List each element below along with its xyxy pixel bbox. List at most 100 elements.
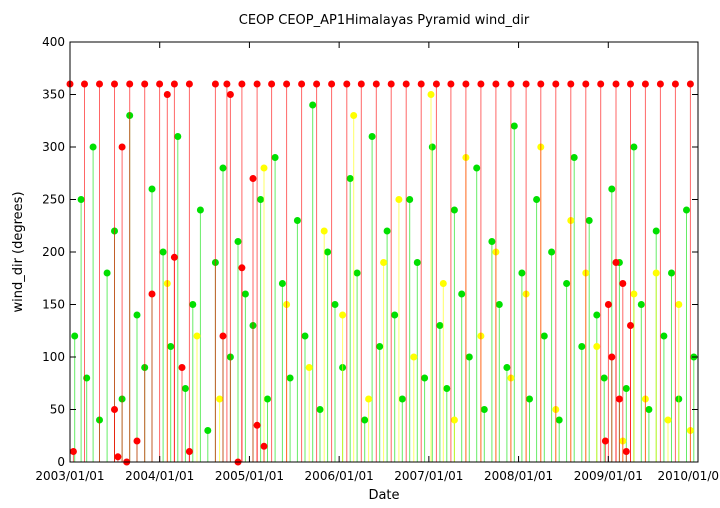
series-0-point <box>167 343 175 350</box>
series-0-point <box>510 122 518 130</box>
y-tick-label: 200 <box>42 245 65 259</box>
series-0-point <box>383 227 391 235</box>
series-3-point <box>641 80 649 88</box>
series-3-point <box>686 80 694 88</box>
y-tick-label: 150 <box>42 298 65 312</box>
series-3-point <box>141 80 149 88</box>
series-2-point <box>619 280 627 287</box>
series-3-point <box>612 80 620 88</box>
series-0-point <box>570 154 578 161</box>
series-0-point <box>443 385 451 392</box>
y-tick-label: 400 <box>42 35 65 49</box>
series-1-point <box>630 290 638 298</box>
series-0-point <box>174 133 182 140</box>
series-2-point <box>178 364 186 371</box>
x-axis-label: Date <box>368 488 399 503</box>
series-0-point <box>346 175 354 182</box>
series-0-point <box>196 206 204 214</box>
series-0-point <box>548 248 556 256</box>
series-0-point <box>637 301 645 308</box>
series-3-point <box>656 80 664 88</box>
x-tick-label: 2007/01/01 <box>394 469 463 483</box>
series-3-point <box>462 80 470 88</box>
series-0-point <box>600 374 608 382</box>
series-2-point <box>133 437 141 445</box>
series-1-point <box>380 259 388 266</box>
series-3-point <box>522 80 530 88</box>
series-1-point <box>395 196 403 203</box>
y-tick-label: 0 <box>57 455 65 469</box>
series-1-point <box>427 91 435 98</box>
x-tick-label: 2008/01/01 <box>484 469 553 483</box>
x-tick-label: 2004/01/01 <box>125 469 194 483</box>
series-1-point <box>320 227 328 235</box>
data-layer <box>66 80 698 466</box>
series-3-point <box>537 80 545 88</box>
series-2-point <box>601 437 609 445</box>
series-3-point <box>298 80 306 88</box>
y-axis-label: wind_dir (degrees) <box>11 191 26 312</box>
series-1-point <box>350 112 358 119</box>
series-0-point <box>622 385 630 392</box>
series-0-point <box>204 427 212 434</box>
series-0-point <box>458 290 466 298</box>
series-0-point <box>159 248 167 256</box>
x-tick-label: 2009/01/01 <box>574 469 643 483</box>
series-1-point <box>339 311 347 319</box>
series-2-point <box>615 395 623 403</box>
series-0-point <box>563 280 571 287</box>
series-0-point <box>495 301 503 308</box>
series-3-point <box>477 80 485 88</box>
series-3-point <box>343 80 351 88</box>
y-tick-label: 250 <box>42 193 65 207</box>
series-0-point <box>376 343 384 350</box>
series-2-point <box>219 332 227 340</box>
series-2-point <box>608 353 616 361</box>
series-3-point <box>582 80 590 88</box>
series-0-point <box>181 385 189 392</box>
series-0-point <box>148 185 156 193</box>
series-1-point <box>439 280 447 287</box>
axis-layer: 0 50 100 150 200 250 300 350 400 2003/01/01 2004/0… <box>35 35 719 483</box>
series-0-point <box>391 311 399 319</box>
series-0-point <box>421 374 429 382</box>
series-0-point <box>683 206 690 214</box>
series-0-point <box>630 143 638 151</box>
series-0-point <box>652 227 660 235</box>
series-0-point <box>406 196 414 203</box>
series-1-point <box>664 416 672 424</box>
series-2-point <box>249 175 257 182</box>
series-0-point <box>219 164 227 172</box>
series-0-point <box>264 395 271 403</box>
series-0-point <box>309 101 317 109</box>
series-3-point <box>328 80 336 88</box>
series-0-point <box>89 143 97 151</box>
series-3-point <box>223 80 231 88</box>
series-0-point <box>257 196 265 203</box>
series-2-point <box>604 301 612 308</box>
series-0-point <box>293 217 301 224</box>
series-3-point <box>126 80 134 88</box>
series-2-point <box>69 448 77 455</box>
series-2-point <box>226 91 234 98</box>
series-0-point <box>645 406 653 413</box>
series-0-point <box>555 416 563 424</box>
series-0-point <box>301 332 309 340</box>
series-3-point <box>313 80 321 88</box>
series-0-point <box>503 364 511 371</box>
series-2-point <box>148 290 156 298</box>
series-0-point <box>361 416 369 424</box>
series-1-point <box>593 343 601 350</box>
series-1-point <box>450 416 458 424</box>
series-3-point <box>96 80 103 88</box>
series-0-point <box>271 154 279 161</box>
series-0-point <box>71 332 79 340</box>
series-0-point <box>593 311 601 319</box>
series-0-point <box>465 353 473 361</box>
series-0-point <box>578 343 586 350</box>
series-0-point <box>398 395 406 403</box>
series-1-point <box>260 164 268 172</box>
y-tick-label: 100 <box>42 350 65 364</box>
series-3-point <box>357 80 365 88</box>
